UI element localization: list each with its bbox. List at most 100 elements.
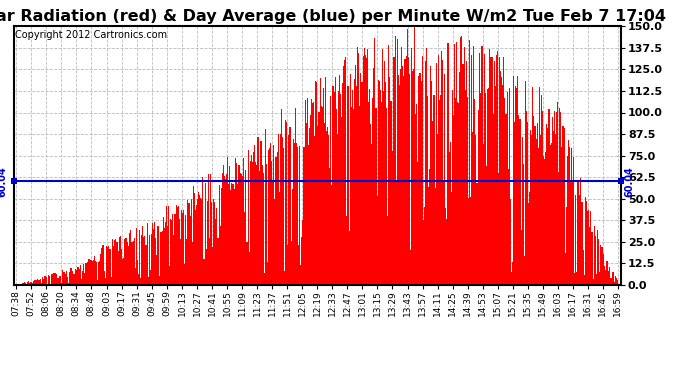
Bar bbox=[340, 94, 341, 285]
Bar bbox=[324, 123, 325, 285]
Bar bbox=[94, 256, 95, 285]
Bar bbox=[531, 135, 533, 285]
Bar bbox=[545, 152, 546, 285]
Bar bbox=[542, 111, 543, 285]
Bar bbox=[384, 61, 385, 285]
Bar bbox=[522, 164, 524, 285]
Bar bbox=[268, 150, 269, 285]
Bar bbox=[306, 98, 308, 285]
Bar bbox=[66, 272, 67, 285]
Bar bbox=[36, 280, 37, 285]
Bar bbox=[142, 226, 144, 285]
Bar bbox=[279, 134, 281, 285]
Bar bbox=[150, 270, 151, 285]
Bar bbox=[462, 64, 464, 285]
Bar bbox=[106, 246, 107, 285]
Bar bbox=[296, 142, 297, 285]
Bar bbox=[585, 197, 586, 285]
Bar bbox=[319, 78, 321, 285]
Bar bbox=[614, 282, 615, 285]
Bar bbox=[192, 242, 193, 285]
Bar bbox=[295, 108, 296, 285]
Bar bbox=[76, 270, 77, 285]
Bar bbox=[148, 236, 150, 285]
Bar bbox=[190, 199, 192, 285]
Bar bbox=[105, 278, 106, 285]
Bar bbox=[489, 49, 491, 285]
Bar bbox=[92, 260, 94, 285]
Bar bbox=[287, 245, 288, 285]
Bar bbox=[185, 215, 186, 285]
Bar bbox=[288, 135, 290, 285]
Bar bbox=[514, 122, 515, 285]
Bar bbox=[73, 274, 75, 285]
Bar bbox=[257, 137, 258, 285]
Bar bbox=[98, 262, 99, 285]
Bar bbox=[166, 206, 167, 285]
Bar bbox=[256, 165, 257, 285]
Bar bbox=[127, 242, 128, 285]
Bar bbox=[566, 156, 568, 285]
Bar bbox=[455, 98, 456, 285]
Bar bbox=[605, 270, 607, 285]
Bar bbox=[128, 246, 129, 285]
Bar bbox=[372, 98, 373, 285]
Bar bbox=[59, 276, 61, 285]
Bar bbox=[529, 192, 530, 285]
Bar bbox=[601, 248, 602, 285]
Bar bbox=[290, 240, 292, 285]
Bar bbox=[262, 165, 263, 285]
Bar bbox=[602, 246, 603, 285]
Bar bbox=[385, 82, 386, 285]
Bar bbox=[110, 249, 111, 285]
Bar bbox=[250, 155, 252, 285]
Bar bbox=[157, 226, 158, 285]
Bar bbox=[446, 219, 447, 285]
Bar bbox=[346, 216, 348, 285]
Bar bbox=[195, 210, 196, 285]
Bar bbox=[101, 248, 102, 285]
Bar bbox=[587, 210, 588, 285]
Bar bbox=[441, 51, 442, 285]
Bar bbox=[292, 189, 293, 285]
Bar bbox=[380, 90, 381, 285]
Bar bbox=[442, 60, 443, 285]
Bar bbox=[479, 53, 480, 285]
Bar bbox=[414, 27, 415, 285]
Bar bbox=[530, 130, 531, 285]
Bar bbox=[126, 238, 127, 285]
Bar bbox=[113, 246, 115, 285]
Bar bbox=[448, 152, 450, 285]
Bar bbox=[159, 276, 161, 285]
Bar bbox=[224, 176, 225, 285]
Bar bbox=[506, 92, 508, 285]
Bar bbox=[580, 178, 581, 285]
Bar bbox=[30, 282, 32, 285]
Bar bbox=[398, 75, 399, 285]
Bar bbox=[78, 267, 79, 285]
Text: Copyright 2012 Cartronics.com: Copyright 2012 Cartronics.com bbox=[15, 30, 167, 40]
Bar bbox=[345, 57, 346, 285]
Bar bbox=[539, 87, 540, 285]
Bar bbox=[400, 69, 401, 285]
Bar bbox=[179, 219, 180, 285]
Bar bbox=[32, 280, 34, 285]
Bar bbox=[201, 200, 202, 285]
Bar bbox=[484, 54, 485, 285]
Bar bbox=[352, 90, 353, 285]
Bar bbox=[367, 49, 368, 285]
Bar bbox=[156, 255, 157, 285]
Bar bbox=[366, 58, 367, 285]
Bar bbox=[97, 280, 98, 285]
Bar bbox=[164, 228, 165, 285]
Bar bbox=[96, 262, 97, 285]
Bar bbox=[46, 277, 47, 285]
Bar bbox=[70, 268, 71, 285]
Bar bbox=[496, 56, 497, 285]
Bar bbox=[404, 59, 406, 285]
Bar bbox=[206, 249, 207, 285]
Bar bbox=[155, 238, 156, 285]
Bar bbox=[177, 207, 178, 285]
Bar bbox=[600, 245, 601, 285]
Bar bbox=[240, 174, 241, 285]
